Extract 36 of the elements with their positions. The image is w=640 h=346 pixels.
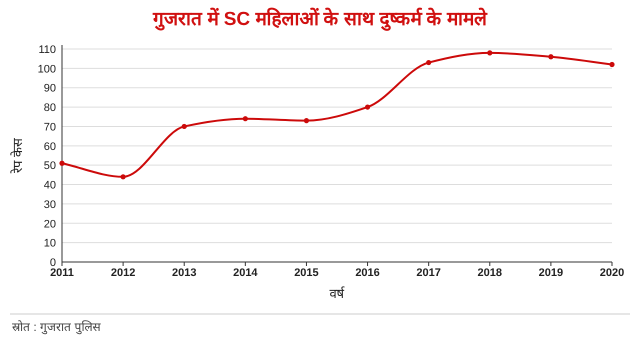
point bbox=[548, 54, 554, 60]
y-tick-label: 0 bbox=[50, 257, 56, 269]
point bbox=[609, 62, 615, 68]
x-tick-label: 2019 bbox=[538, 267, 564, 279]
point bbox=[304, 118, 310, 124]
chart-title: गुजरात में SC महिलाओं के साथ दुष्कर्म के मामले bbox=[152, 7, 488, 31]
x-tick-label: 2015 bbox=[294, 267, 319, 279]
y-tick-label: 90 bbox=[44, 82, 56, 95]
text: स्रोत : गुजरात पुलिस bbox=[12, 320, 102, 335]
point bbox=[59, 160, 65, 166]
y-tick-label: 60 bbox=[44, 140, 56, 153]
x-tick-label: 2016 bbox=[355, 267, 380, 279]
y-tick-label: 100 bbox=[38, 63, 56, 76]
x-tick-label: 2018 bbox=[478, 267, 502, 279]
x-tick-label: 2011 bbox=[50, 267, 74, 279]
x-tick-label: 2013 bbox=[172, 267, 196, 279]
y-tick-label: 40 bbox=[44, 180, 56, 192]
point bbox=[364, 104, 370, 110]
x-axis-title: वर्ष bbox=[330, 286, 346, 301]
point bbox=[182, 124, 187, 130]
y-tick-label: 20 bbox=[44, 218, 56, 230]
point bbox=[426, 60, 432, 66]
y-tick-label: 10 bbox=[44, 238, 56, 250]
y-tick-label: 50 bbox=[44, 160, 56, 172]
point bbox=[242, 116, 248, 122]
point bbox=[487, 50, 492, 56]
y-axis-title: रेप केस bbox=[10, 138, 25, 174]
x-tick-label: 2012 bbox=[110, 267, 136, 279]
y-tick-label: 110 bbox=[38, 44, 56, 56]
x-tick-label: 2020 bbox=[600, 267, 624, 279]
y-tick-label: 30 bbox=[44, 198, 56, 211]
x-tick-label: 2017 bbox=[416, 267, 441, 279]
y-tick-label: 70 bbox=[44, 121, 56, 134]
y-tick-label: 80 bbox=[44, 102, 56, 114]
point bbox=[120, 174, 126, 180]
x-tick-label: 2014 bbox=[233, 267, 258, 279]
